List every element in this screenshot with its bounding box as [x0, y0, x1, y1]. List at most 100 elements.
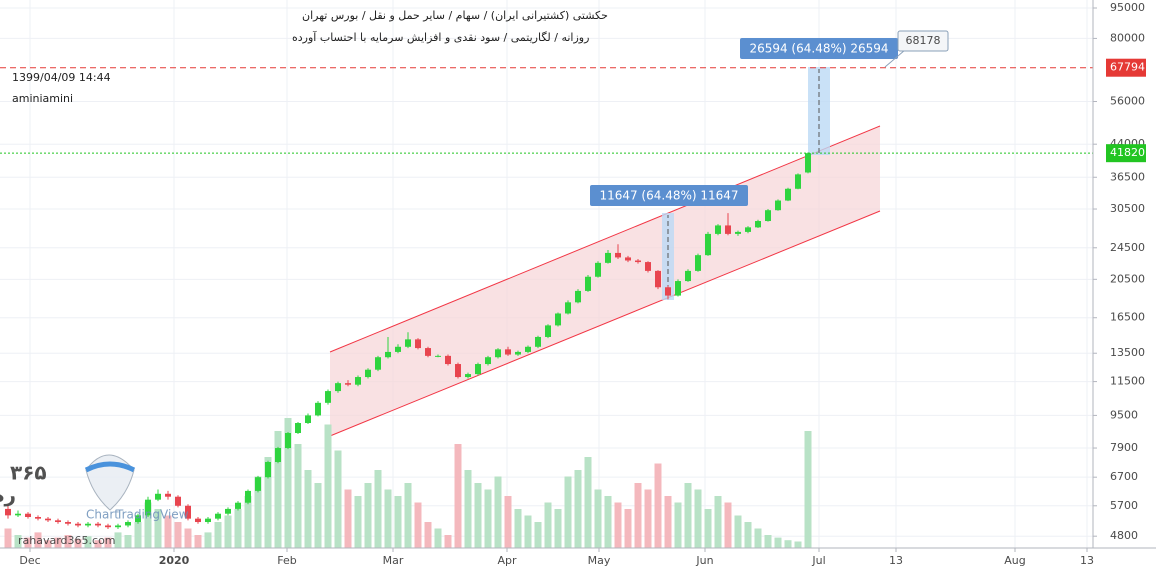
candle-body	[195, 518, 201, 523]
candle-body	[515, 351, 521, 355]
volume-bar	[354, 496, 362, 548]
y-tick-label: 36500	[1110, 170, 1145, 183]
candle-body	[225, 508, 231, 514]
x-tick-label: Jul	[811, 554, 825, 567]
volume-bar	[624, 509, 632, 548]
candle-body	[505, 349, 511, 355]
volume-bar	[764, 535, 772, 548]
candle-layer	[5, 152, 811, 529]
volume-bar	[334, 450, 342, 548]
candle-body	[395, 346, 401, 352]
x-tick-label: 13	[1080, 554, 1094, 567]
volume-bar	[604, 496, 612, 548]
candle-body	[545, 325, 551, 337]
volume-bar	[304, 470, 312, 548]
volume-bar	[494, 476, 502, 548]
candle-body	[305, 415, 311, 424]
candle-body	[465, 374, 471, 378]
watermark-logo-band	[84, 461, 136, 473]
candle-body	[735, 231, 741, 234]
candle-body	[285, 433, 291, 449]
candle-body	[705, 233, 711, 256]
volume-bar	[664, 496, 672, 548]
candle-body	[715, 225, 721, 234]
volume-bar	[174, 522, 182, 548]
volume-bar	[694, 489, 702, 548]
candle-body	[575, 290, 581, 303]
x-tick-label: Mar	[383, 554, 404, 567]
candle-body	[325, 391, 331, 403]
x-tick-label: Apr	[497, 554, 517, 567]
candle-body	[275, 448, 281, 463]
candle-body	[95, 523, 101, 526]
candle-body	[425, 348, 431, 356]
volume-bar	[544, 502, 552, 548]
y-tick-label: 13500	[1110, 346, 1145, 359]
volume-bar	[364, 483, 372, 548]
candle-body	[615, 252, 621, 258]
user-name: aminiamini	[12, 92, 73, 105]
volume-bar	[124, 535, 132, 548]
y-tick-label: 56000	[1110, 95, 1145, 108]
volume-bar	[514, 509, 522, 548]
volume-bar	[554, 509, 562, 548]
candle-body	[255, 477, 261, 491]
volume-bar	[154, 509, 162, 548]
channel-lower	[329, 210, 881, 437]
volume-bar	[654, 463, 662, 548]
candle-body	[295, 423, 301, 434]
x-tick-label: 2020	[159, 554, 190, 567]
candle-body	[745, 227, 751, 232]
volume-bar	[534, 522, 542, 548]
measure-label-bg	[590, 185, 748, 206]
candle-body	[495, 349, 501, 358]
candle-body	[55, 520, 61, 523]
volume-layer	[4, 418, 812, 548]
volume-bar	[234, 509, 242, 548]
volume-bar	[374, 470, 382, 548]
candle-body	[405, 339, 411, 347]
candle-body	[265, 462, 271, 478]
candle-body	[335, 383, 341, 392]
price-label: 41820	[1110, 146, 1145, 159]
candle-body	[15, 513, 21, 516]
candle-body	[795, 174, 801, 189]
volume-bar	[594, 489, 602, 548]
volume-bar	[564, 476, 572, 548]
candle-body	[605, 252, 611, 263]
y-tick-label: 11500	[1110, 375, 1145, 388]
y-tick-label: 6700	[1110, 470, 1138, 483]
volume-bar	[224, 515, 232, 548]
candle-body	[375, 357, 381, 370]
candle-body	[75, 523, 81, 526]
watermark-brand: ره‌آورد	[0, 482, 16, 507]
volume-bar	[474, 483, 482, 548]
candle-body	[315, 402, 321, 416]
volume-bar	[24, 537, 32, 548]
volume-bar	[724, 502, 732, 548]
y-tick-label: 16500	[1110, 311, 1145, 324]
candle-body	[755, 221, 761, 228]
y-tick-label: 20500	[1110, 272, 1145, 285]
volume-bar	[644, 489, 652, 548]
volume-bar	[614, 502, 622, 548]
candle-body	[135, 515, 141, 523]
candle-body	[45, 518, 51, 521]
volume-bar	[784, 540, 792, 548]
candle-body	[775, 200, 781, 211]
volume-bar	[404, 483, 412, 548]
candle-body	[625, 257, 631, 261]
volume-bar	[324, 424, 332, 548]
y-tick-label: 9500	[1110, 408, 1138, 421]
x-tick-label: Aug	[1004, 554, 1025, 567]
watermark-number: ۳۶۵	[10, 461, 47, 485]
measure-label: 11647 (64.48%) 11647	[599, 189, 738, 203]
volume-bar	[524, 515, 532, 548]
candle-body	[805, 153, 811, 173]
volume-bar	[114, 532, 122, 548]
callout-pointer	[884, 49, 906, 68]
candle-body	[765, 210, 771, 222]
candle-body	[695, 255, 701, 271]
